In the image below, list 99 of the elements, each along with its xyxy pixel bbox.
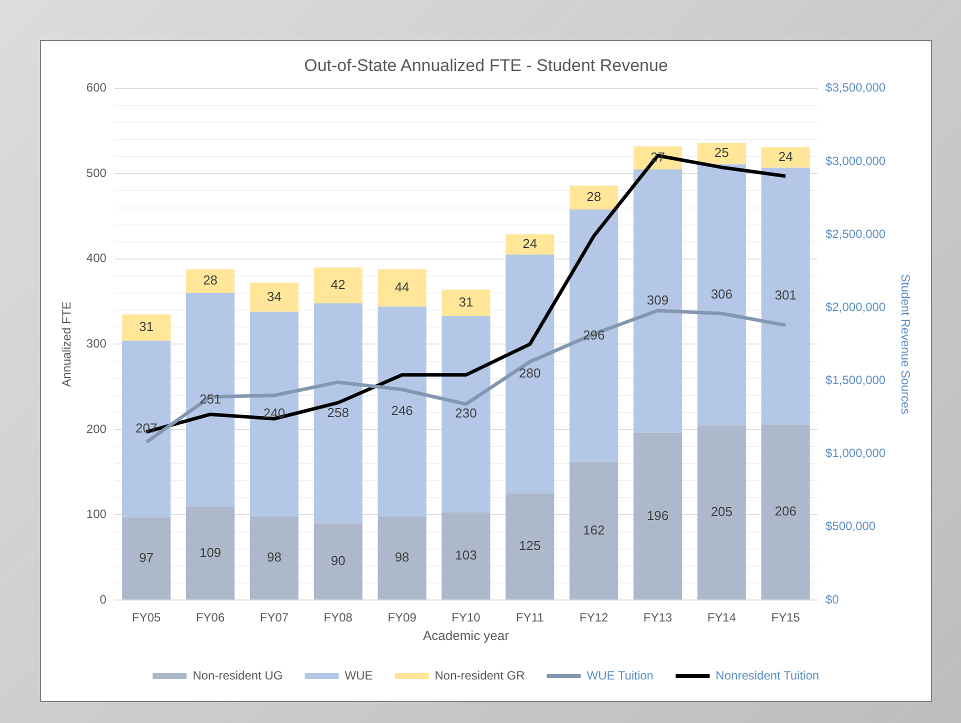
legend-label: Non-resident UG (192, 668, 283, 682)
y-tick-label: 100 (86, 507, 107, 522)
bar (122, 517, 171, 600)
chart-title: Out-of-State Annualized FTE - Student Revenue (304, 56, 668, 75)
bar (442, 316, 490, 512)
bar (186, 293, 235, 508)
data-label: 230 (455, 406, 477, 421)
bar (122, 340, 171, 518)
data-label: 206 (774, 504, 796, 519)
data-label: 28 (586, 189, 602, 204)
data-label: 28 (203, 272, 218, 288)
x-axis-title: Academic year (422, 628, 510, 643)
bar (314, 267, 362, 304)
bar (697, 425, 746, 600)
data-label: 109 (199, 544, 222, 560)
data-label: 251 (199, 392, 222, 407)
bar (633, 169, 682, 433)
bar (761, 424, 810, 600)
legend-label: Nonresident Tuition (716, 668, 820, 682)
data-label: 306 (710, 286, 733, 302)
data-label: 196 (646, 508, 669, 523)
data-label: 98 (394, 550, 410, 565)
x-tick-label: FY07 (260, 610, 289, 625)
y2-tick-label: $500,000 (826, 519, 876, 534)
bar (378, 269, 426, 307)
bar (378, 516, 426, 600)
y-axis-title: Annualized FTE (60, 302, 74, 387)
bar (442, 290, 490, 316)
data-label: 25 (714, 145, 729, 160)
bar (250, 516, 299, 600)
data-label: 24 (522, 236, 538, 252)
data-label: 31 (458, 294, 474, 310)
legend-label: WUE (344, 668, 373, 682)
data-label: 280 (519, 366, 541, 381)
legend-label: Non-resident GR (434, 668, 526, 682)
x-tick-label: FY15 (771, 610, 800, 625)
bar (186, 507, 235, 600)
bar (697, 164, 746, 426)
x-tick-label: FY13 (643, 610, 672, 625)
bar (122, 314, 171, 341)
x-tick-label: FY10 (452, 610, 481, 625)
bar (570, 209, 618, 462)
data-label: 44 (394, 280, 410, 294)
y2-tick-label: $3,000,000 (826, 154, 886, 168)
bar (761, 147, 810, 168)
data-label: 90 (330, 552, 346, 568)
bar (697, 142, 746, 164)
x-tick-label: FY08 (324, 610, 353, 625)
data-label: 301 (774, 288, 796, 303)
y-tick-label: 0 (100, 592, 107, 606)
data-label: 296 (582, 327, 605, 342)
data-label: 207 (136, 420, 158, 436)
data-label: 34 (266, 288, 282, 304)
y-tick-label: 400 (86, 251, 107, 266)
bar (314, 303, 362, 524)
bar (186, 269, 235, 294)
data-label: 103 (455, 547, 477, 562)
y2-tick-label: $2,500,000 (826, 226, 886, 241)
x-tick-label: FY09 (388, 610, 417, 625)
bar (442, 512, 490, 600)
data-label: 98 (266, 550, 282, 565)
y-tick-label: 200 (86, 422, 107, 436)
bar (314, 523, 362, 600)
bar (570, 186, 618, 210)
data-label: 24 (778, 149, 793, 164)
y-tick-label: 600 (86, 80, 107, 95)
y2-tick-label: $1,500,000 (826, 373, 886, 388)
x-tick-label: FY05 (132, 610, 162, 625)
data-label: 246 (391, 403, 413, 418)
x-tick-label: FY11 (516, 610, 544, 625)
y2-tick-label: $2,000,000 (826, 300, 886, 314)
y2-tick-label: $0 (826, 592, 840, 606)
y2-tick-label: $3,500,000 (826, 80, 886, 95)
x-tick-label: FY06 (196, 610, 225, 625)
x-tick-label: FY14 (707, 610, 736, 625)
data-label: 27 (650, 149, 665, 164)
data-label: 205 (710, 504, 733, 519)
bar (506, 234, 554, 255)
data-label: 258 (327, 404, 349, 420)
x-tick-label: FY12 (579, 610, 608, 625)
data-label: 125 (519, 538, 541, 554)
legend-label: WUE Tuition (586, 668, 654, 682)
bar (761, 168, 810, 424)
bar (250, 282, 299, 312)
data-label: 31 (139, 319, 154, 334)
y2-axis-title: Student Revenue Sources (898, 274, 912, 414)
y-tick-label: 300 (86, 336, 107, 351)
data-label: 162 (582, 522, 605, 538)
bar (250, 312, 299, 516)
bar (506, 493, 554, 600)
y-tick-label: 500 (86, 166, 107, 180)
data-label: 42 (330, 276, 346, 292)
bar (378, 306, 426, 516)
bar (506, 254, 554, 494)
y2-tick-label: $1,000,000 (826, 446, 886, 460)
bar (633, 432, 682, 600)
bar (570, 462, 618, 600)
data-label: 97 (139, 550, 154, 565)
data-label: 309 (646, 292, 669, 308)
